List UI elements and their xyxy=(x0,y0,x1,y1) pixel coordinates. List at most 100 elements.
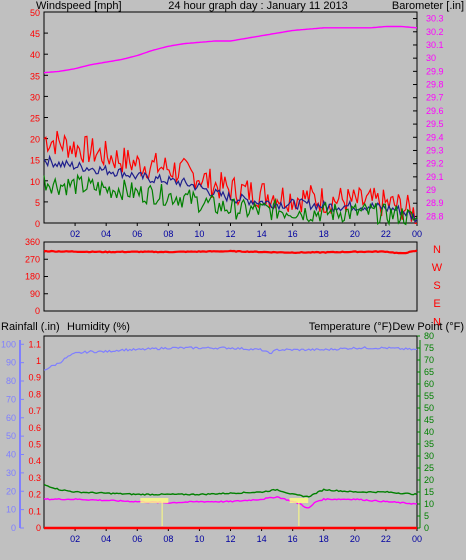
x-tick-label: 00 xyxy=(412,229,422,239)
compass-label: W xyxy=(432,262,443,274)
temperature-tick-label: 45 xyxy=(424,415,434,425)
temperature-tick-label: 80 xyxy=(424,331,434,341)
rain-tick-label: 0.2 xyxy=(28,490,41,500)
windspeed-axis-label: Windspeed [mph] xyxy=(36,0,122,12)
compass-label: E xyxy=(433,298,440,310)
rain-tick-label: 1.1 xyxy=(28,339,41,349)
humidity-tick-label: 10 xyxy=(6,505,16,515)
x-tick-label: 14 xyxy=(257,534,267,544)
humidity-tick-label: 60 xyxy=(6,413,16,423)
x-tick-label: 16 xyxy=(288,229,298,239)
x-tick-label: 22 xyxy=(381,534,391,544)
series-barometer-line xyxy=(43,25,418,74)
temperature-tick-label: 25 xyxy=(424,463,434,473)
dewpoint-axis-label: Dew Point (°F) xyxy=(392,321,464,333)
x-tick-label: 10 xyxy=(194,534,204,544)
humidity-tick-label: 100 xyxy=(1,339,16,349)
direction-tick-label: 0 xyxy=(35,306,40,316)
temperature-tick-label: 40 xyxy=(424,427,434,437)
barometer-tick-label: 28.9 xyxy=(426,198,444,208)
temperature-tick-label: 10 xyxy=(424,499,434,509)
barometer-tick-label: 29.1 xyxy=(426,172,444,182)
x-tick-label: 06 xyxy=(132,534,142,544)
barometer-tick-label: 28.8 xyxy=(426,211,444,221)
humidity-tick-label: 70 xyxy=(6,394,16,404)
x-tick-label: 00 xyxy=(412,534,422,544)
direction-tick-label: 360 xyxy=(25,237,40,247)
rain-tick-label: 0.4 xyxy=(28,456,41,466)
rain-tick-label: 0.6 xyxy=(28,423,41,433)
humidity-axis-label: Humidity (%) xyxy=(67,321,130,333)
temperature-tick-label: 30 xyxy=(424,451,434,461)
barometer-tick-label: 29.9 xyxy=(426,66,444,76)
humidity-tick-label: 50 xyxy=(6,431,16,441)
temperature-tick-label: 60 xyxy=(424,379,434,389)
temperature-tick-label: 50 xyxy=(424,403,434,413)
barometer-tick-label: 29.4 xyxy=(426,132,444,142)
series-windspeed-line xyxy=(43,130,418,224)
wind-tick-label: 15 xyxy=(30,156,40,166)
temperature-tick-label: 70 xyxy=(424,355,434,365)
wind-tick-label: 5 xyxy=(35,198,40,208)
wind-tick-label: 10 xyxy=(30,177,40,187)
barometer-tick-label: 29 xyxy=(426,185,436,195)
dewpoint-highlight xyxy=(140,498,169,503)
humidity-tick-label: 40 xyxy=(6,450,16,460)
compass-label: N xyxy=(433,316,441,328)
direction-tick-label: 180 xyxy=(25,272,40,282)
x-tick-label: 20 xyxy=(350,229,360,239)
barometer-tick-label: 30.3 xyxy=(426,14,444,24)
temperature-tick-label: 20 xyxy=(424,475,434,485)
temperature-axis-label: Temperature (°F) xyxy=(309,321,392,333)
barometer-axis-label: Barometer [.in] xyxy=(392,0,464,12)
temperature-tick-label: 35 xyxy=(424,439,434,449)
temperature-tick-label: 65 xyxy=(424,367,434,377)
x-tick-label: 18 xyxy=(319,229,329,239)
temperature-tick-label: 75 xyxy=(424,343,434,353)
barometer-tick-label: 29.8 xyxy=(426,80,444,90)
compass-label: S xyxy=(433,280,440,292)
barometer-tick-label: 29.7 xyxy=(426,93,444,103)
x-tick-label: 02 xyxy=(70,229,80,239)
x-tick-label: 10 xyxy=(194,229,204,239)
wind-tick-label: 35 xyxy=(30,71,40,81)
temperature-tick-label: 15 xyxy=(424,487,434,497)
rain-tick-label: 0.8 xyxy=(28,389,41,399)
wind-tick-label: 45 xyxy=(30,29,40,39)
series-dewpoint-line xyxy=(43,495,418,509)
x-tick-label: 12 xyxy=(225,534,235,544)
rain-tick-label: 0 xyxy=(36,523,41,533)
x-tick-label: 22 xyxy=(381,229,391,239)
barometer-tick-label: 29.6 xyxy=(426,106,444,116)
barometer-tick-label: 29.2 xyxy=(426,159,444,169)
wind-tick-label: 50 xyxy=(30,8,40,18)
humidity-tick-label: 30 xyxy=(6,468,16,478)
dewpoint-highlight xyxy=(289,498,309,503)
wind-tick-label: 25 xyxy=(30,114,40,124)
humidity-tick-label: 90 xyxy=(6,358,16,368)
barometer-tick-label: 30.1 xyxy=(426,40,444,50)
barometer-tick-label: 30.2 xyxy=(426,27,444,37)
x-tick-label: 08 xyxy=(163,229,173,239)
x-tick-label: 02 xyxy=(70,534,80,544)
rain-tick-label: 0.9 xyxy=(28,373,41,383)
chart-title: 24 hour graph day : January 11 2013 xyxy=(168,0,348,12)
x-tick-label: 04 xyxy=(101,229,111,239)
series-direction-line xyxy=(43,249,418,255)
wind-tick-label: 30 xyxy=(30,92,40,102)
series-avg-line xyxy=(43,154,418,224)
x-tick-label: 20 xyxy=(350,534,360,544)
wind-tick-label: 0 xyxy=(35,219,40,229)
barometer-tick-label: 29.3 xyxy=(426,145,444,155)
x-tick-label: 12 xyxy=(225,229,235,239)
series-humidity-line xyxy=(43,346,418,371)
barometer-tick-label: 29.5 xyxy=(426,119,444,129)
rain-tick-label: 1 xyxy=(36,356,41,366)
temperature-tick-label: 5 xyxy=(424,511,429,521)
rain-tick-label: 0.1 xyxy=(28,506,41,516)
temperature-tick-label: 0 xyxy=(424,523,429,533)
barometer-tick-label: 30 xyxy=(426,53,436,63)
direction-tick-label: 270 xyxy=(25,254,40,264)
rain-tick-label: 0.3 xyxy=(28,473,41,483)
